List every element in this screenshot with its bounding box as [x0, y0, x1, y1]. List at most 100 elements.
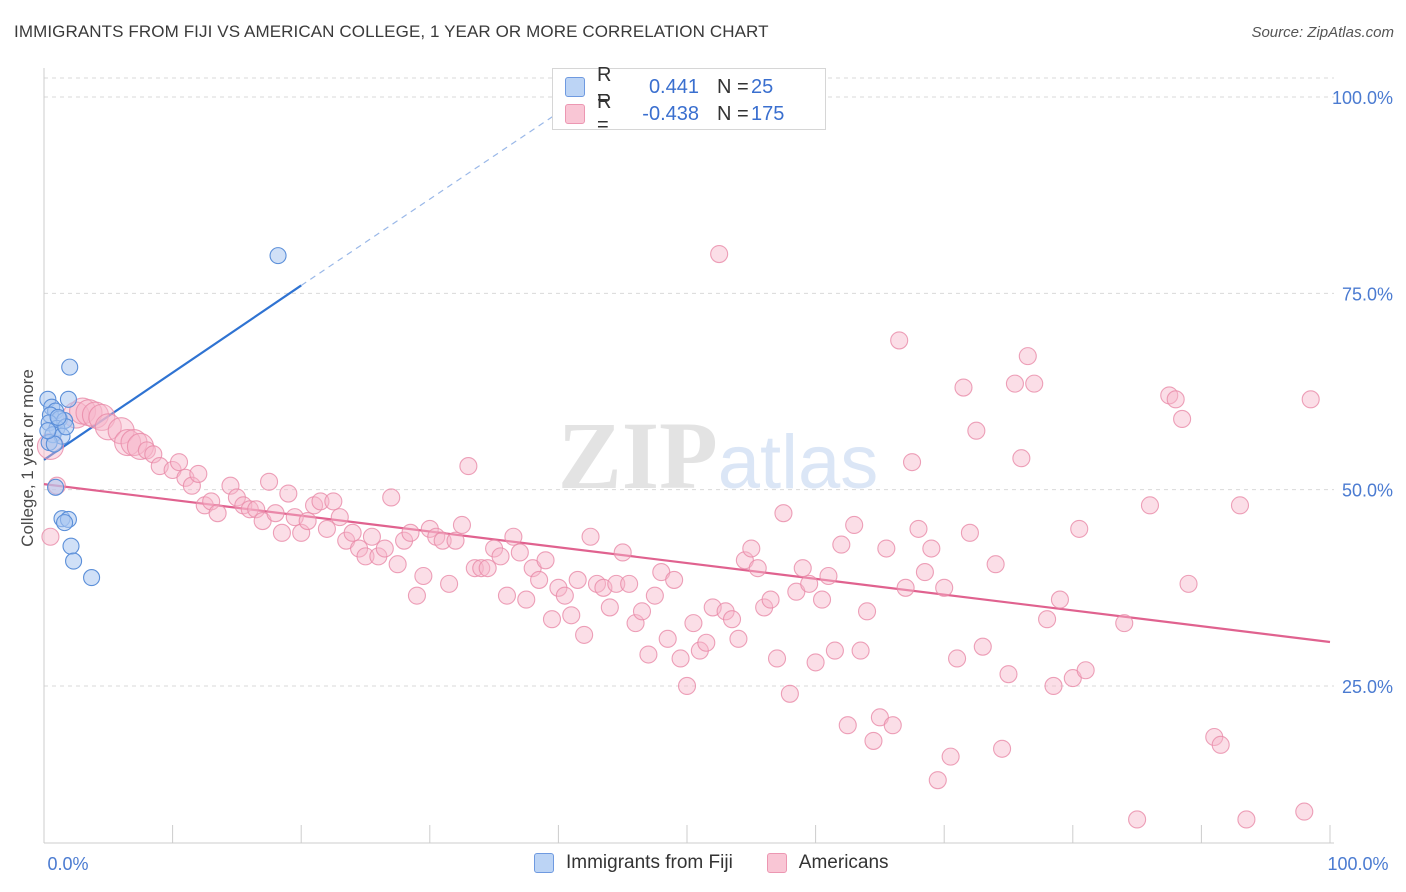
americans-point: [1070, 519, 1089, 538]
americans-point: [1230, 496, 1250, 515]
legend-n-label: N =: [717, 75, 749, 98]
legend-row-fiji: R = 0.441 N = 25: [565, 64, 774, 109]
americans-point: [800, 574, 819, 593]
americans-point: [1115, 614, 1134, 633]
americans-point: [935, 578, 954, 597]
americans-point: [999, 665, 1018, 684]
series-legend: Immigrants from Fiji Americans: [534, 852, 923, 874]
americans-point: [845, 515, 864, 535]
legend-swatch-fiji: [534, 853, 554, 873]
legend-item-americans[interactable]: Americans: [766, 852, 889, 874]
americans-point: [1166, 390, 1185, 409]
chart-source: Source: ZipAtlas.com: [1251, 24, 1394, 41]
legend-r-label: R =: [597, 91, 612, 136]
americans-point: [710, 245, 729, 264]
americans-point: [928, 771, 947, 790]
americans-point: [1237, 810, 1256, 829]
americans-point: [806, 653, 825, 672]
americans-point: [362, 527, 381, 546]
americans-point: [382, 488, 401, 507]
americans-point: [600, 598, 619, 617]
americans-point: [896, 578, 915, 597]
fiji-point: [269, 247, 287, 265]
americans-point: [1211, 735, 1230, 754]
americans-point: [401, 523, 420, 542]
americans-point: [266, 504, 285, 523]
fiji-point: [56, 514, 74, 532]
americans-point: [1044, 676, 1063, 695]
americans-point: [414, 566, 433, 586]
americans-point: [607, 574, 626, 593]
americans-point: [433, 531, 452, 550]
americans-point: [1301, 390, 1320, 409]
americans-point: [169, 453, 189, 472]
americans-point: [671, 649, 690, 668]
americans-point: [915, 563, 934, 582]
series-fiji-points: [39, 247, 287, 587]
americans-point: [272, 523, 291, 542]
americans-point: [677, 676, 697, 695]
x-tick-label: 100.0%: [1327, 854, 1388, 874]
x-tick-label: 0.0%: [47, 854, 88, 874]
americans-point: [748, 559, 767, 578]
americans-point: [292, 523, 311, 542]
americans-point: [581, 527, 600, 546]
fiji-trend-line: [43, 284, 302, 461]
americans-point: [375, 539, 394, 558]
americans-point: [838, 716, 857, 735]
americans-point: [883, 716, 902, 735]
trend-lines: [43, 112, 1331, 644]
y-tick-label: 25.0%: [1342, 677, 1393, 697]
americans-point: [954, 378, 973, 397]
americans-point: [189, 464, 208, 483]
axes: [43, 68, 1334, 844]
americans-point: [613, 543, 632, 562]
legend-label-americans: Americans: [798, 852, 889, 873]
fiji-point: [59, 390, 77, 408]
y-tick-label: 75.0%: [1342, 284, 1393, 304]
americans-point: [948, 649, 967, 668]
americans-point: [1050, 590, 1069, 609]
legend-swatch-fiji: [565, 77, 585, 97]
americans-point: [317, 519, 336, 538]
americans-point: [812, 590, 832, 609]
americans-point: [208, 504, 227, 523]
americans-point: [902, 453, 922, 472]
americans-point: [742, 539, 761, 558]
correlation-legend: R = 0.441 N = 25 R = -0.438 N = 175: [552, 64, 826, 136]
americans-point: [793, 559, 812, 578]
americans-point: [542, 610, 562, 629]
americans-point: [1179, 574, 1198, 593]
americans-point: [330, 508, 349, 527]
americans-point: [1076, 661, 1095, 680]
americans-point: [446, 531, 465, 550]
y-tick-label: 50.0%: [1342, 481, 1393, 501]
legend-n-value: 25: [751, 75, 774, 98]
tick-labels: 25.0% 50.0% 75.0% 100.0% 0.0% 100.0% College, …: [18, 88, 1393, 874]
americans-point: [684, 614, 703, 633]
americans-point: [504, 527, 523, 546]
americans-point: [1295, 802, 1314, 821]
americans-point: [1025, 374, 1044, 393]
series-americans-points: [36, 245, 1320, 829]
americans-point: [41, 527, 60, 546]
fiji-point: [61, 358, 79, 376]
americans-point: [491, 547, 510, 566]
y-axis-label: College, 1 year or more: [18, 369, 37, 547]
fiji-point: [83, 569, 101, 587]
legend-item-fiji[interactable]: Immigrants from Fiji: [534, 852, 733, 874]
americans-point: [877, 539, 896, 558]
americans-point: [729, 629, 748, 648]
americans-point: [510, 543, 529, 562]
americans-point: [144, 445, 163, 464]
americans-point: [1128, 810, 1147, 829]
americans-point: [279, 484, 298, 503]
americans-point: [722, 610, 742, 629]
americans-point: [324, 492, 343, 511]
americans-point: [780, 684, 799, 703]
americans-point: [1018, 347, 1037, 366]
americans-point: [126, 432, 154, 460]
americans-point: [202, 492, 221, 511]
americans-point: [1005, 374, 1024, 393]
americans-point: [247, 500, 266, 519]
